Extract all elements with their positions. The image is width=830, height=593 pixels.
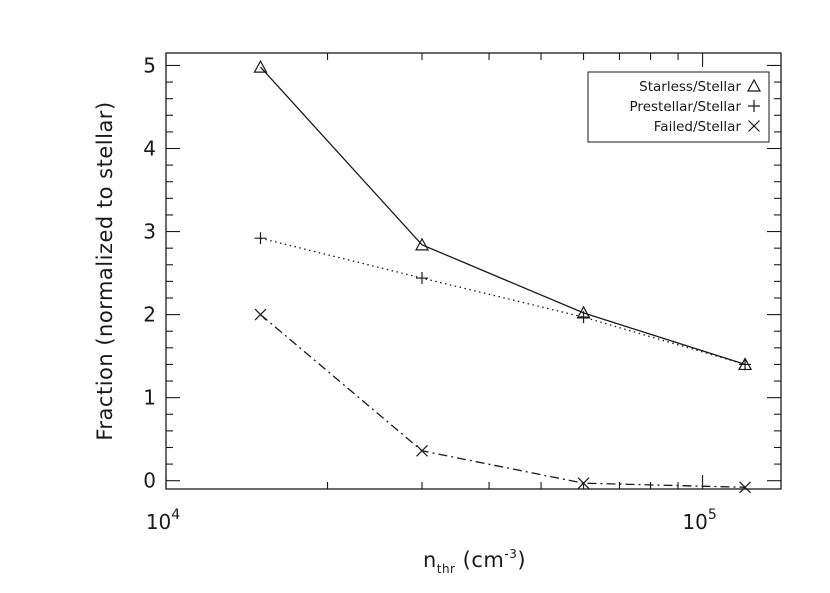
series-layer bbox=[253, 59, 753, 494]
legend-label: Prestellar/Stellar bbox=[630, 99, 742, 115]
legend-label: Failed/Stellar bbox=[654, 119, 742, 135]
legend: Starless/Stellar Prestellar/Stellar Failed… bbox=[587, 71, 770, 143]
data-point bbox=[254, 308, 267, 321]
series-plus bbox=[254, 232, 752, 371]
series-cross bbox=[254, 308, 752, 494]
x-axis-label-unit-close: ) bbox=[517, 548, 526, 572]
x-axis-label: nthr (cm-3) bbox=[423, 547, 526, 576]
x-axis-label-subscript: thr bbox=[437, 562, 456, 576]
plot-area-frame bbox=[165, 52, 782, 490]
data-point bbox=[577, 477, 590, 490]
y-tick-label: 2 bbox=[143, 303, 156, 327]
y-tick-label: 0 bbox=[143, 469, 156, 493]
series-line bbox=[260, 66, 746, 366]
x-tick-label-exponent: 5 bbox=[708, 507, 717, 523]
data-point bbox=[416, 272, 429, 285]
x-tick-label: 105 bbox=[682, 507, 716, 534]
legend-box bbox=[587, 71, 770, 143]
data-point bbox=[739, 358, 752, 371]
y-tick-label: 3 bbox=[143, 220, 156, 244]
x-tick-label-base: 10 bbox=[146, 510, 171, 534]
series-line bbox=[260, 314, 746, 488]
data-point bbox=[739, 481, 752, 494]
y-tick-label: 5 bbox=[143, 53, 156, 77]
legend-label: Starless/Stellar bbox=[639, 79, 741, 95]
data-point bbox=[253, 59, 268, 73]
x-axis-label-exponent: -3 bbox=[504, 547, 517, 561]
y-axis-label: Fraction (normalized to stellar) bbox=[93, 101, 117, 440]
x-tick-label-base: 10 bbox=[682, 510, 707, 534]
data-point bbox=[415, 237, 430, 251]
x-tick-label: 104 bbox=[146, 507, 180, 534]
legend-marker bbox=[748, 120, 760, 132]
data-point bbox=[577, 311, 590, 324]
x-axis-label-unit: (cm bbox=[456, 548, 505, 572]
y-tick-label: 4 bbox=[143, 137, 156, 161]
data-point bbox=[254, 232, 267, 245]
x-axis-label-main: n bbox=[423, 548, 437, 572]
x-tick-label-exponent: 4 bbox=[171, 507, 180, 523]
data-point bbox=[416, 444, 428, 457]
legend-marker bbox=[748, 100, 760, 112]
series-line bbox=[260, 237, 746, 366]
y-tick-label: 1 bbox=[143, 386, 156, 410]
legend-marker bbox=[746, 78, 762, 92]
